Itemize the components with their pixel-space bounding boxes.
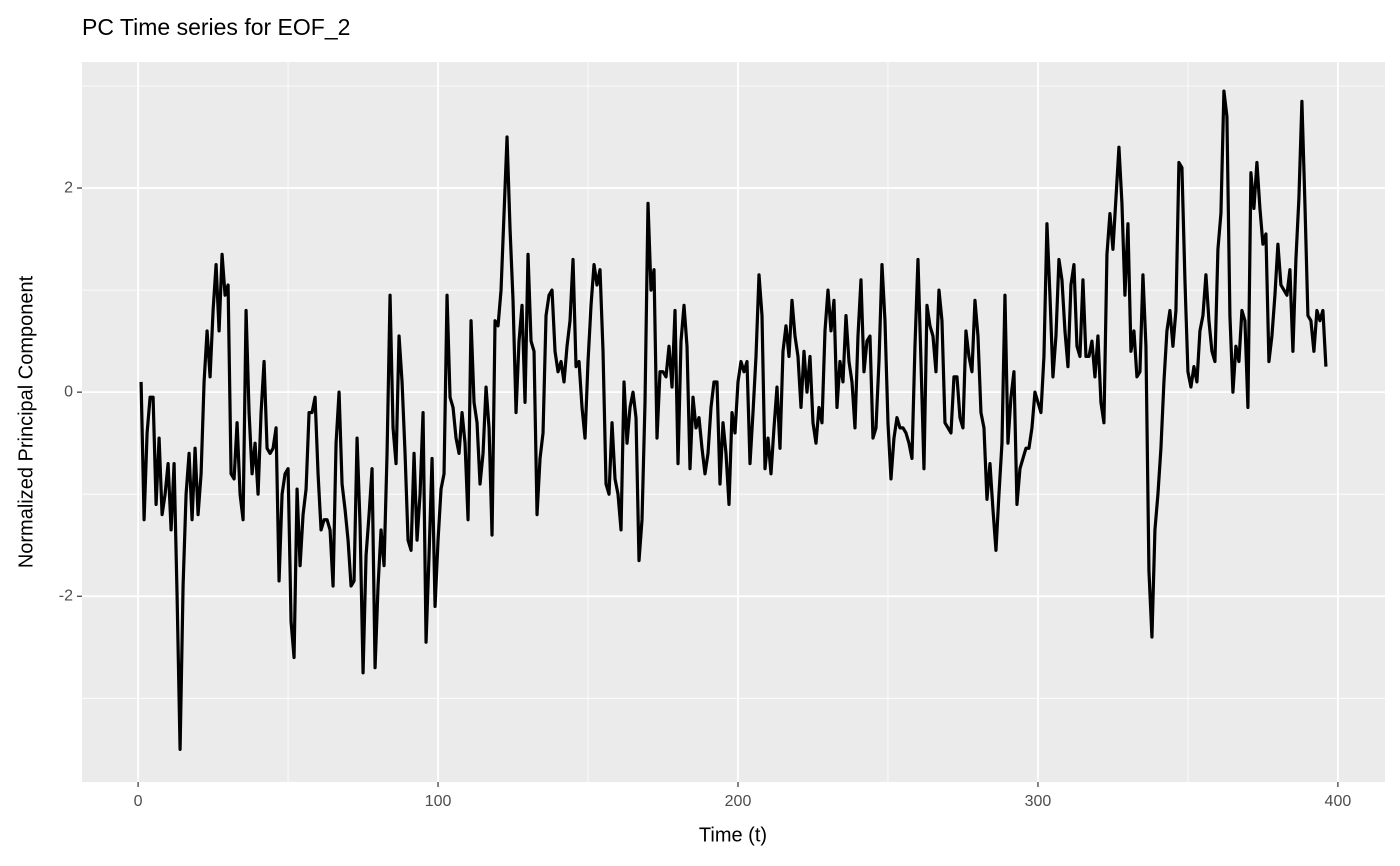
x-tick-label: 400 bbox=[1325, 793, 1352, 810]
y-tick-label: -2 bbox=[59, 587, 73, 604]
x-axis-label: Time (t) bbox=[699, 824, 767, 846]
x-tick-label: 200 bbox=[725, 793, 752, 810]
data-line bbox=[139, 89, 1328, 751]
y-axis-label: Normalized Principal Component bbox=[15, 275, 37, 568]
y-tick-label: 2 bbox=[64, 179, 73, 196]
x-tick-label: 100 bbox=[425, 793, 452, 810]
chart-title: PC Time series for EOF_2 bbox=[82, 14, 350, 40]
x-tick-label: 0 bbox=[134, 793, 143, 810]
x-tick-label: 300 bbox=[1025, 793, 1052, 810]
y-tick-label: 0 bbox=[64, 383, 73, 400]
